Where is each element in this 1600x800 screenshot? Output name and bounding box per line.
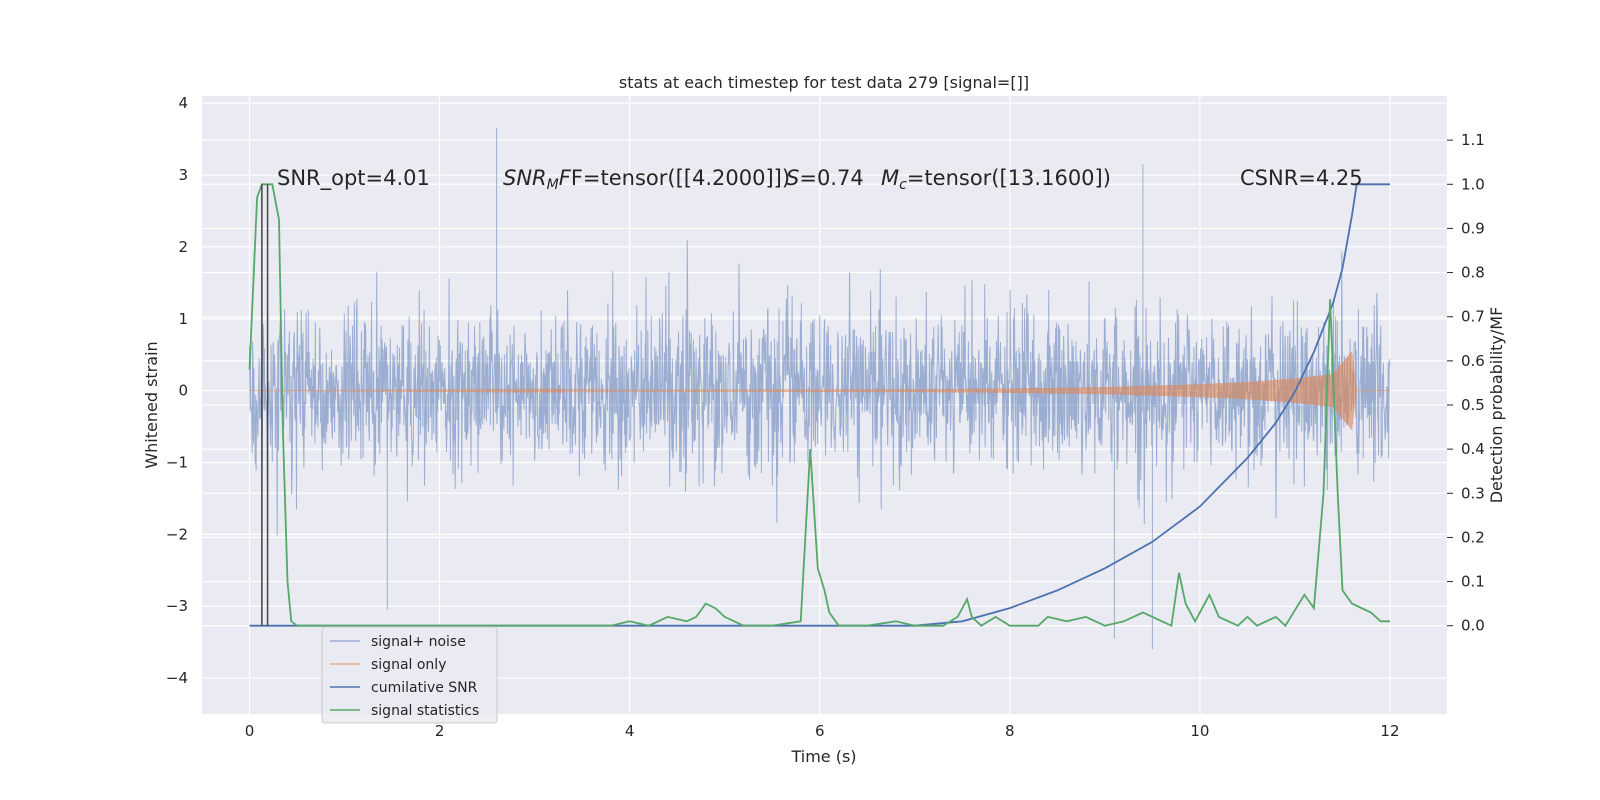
y-right-tick-label-3: 0.3 <box>1461 484 1485 502</box>
y-right-tick-label-10: 1.0 <box>1461 175 1485 193</box>
series-signal-only <box>249 351 1390 431</box>
cumulative-snr-line <box>249 183 1390 627</box>
y-right-tick-label-4: 0.4 <box>1461 440 1485 458</box>
y-right-tick-label-5: 0.5 <box>1461 396 1485 414</box>
y-tick-label-0: −4 <box>166 669 188 687</box>
y-tick-label-5: 1 <box>178 310 188 328</box>
grid-lines <box>202 96 1447 714</box>
mc-subscript: c <box>899 177 907 193</box>
annotation-csnr: CSNR=4.25 <box>1240 166 1363 190</box>
s-value: =0.74 <box>799 166 863 190</box>
y-tick-label-7: 3 <box>178 166 188 184</box>
chart-title: stats at each timestep for test data 279… <box>619 73 1029 92</box>
x-tick-label-4: 8 <box>1005 722 1015 740</box>
annotation-snr-mf: SNRMFF=tensor([[4.2000]]) <box>503 166 790 193</box>
x-axis-label: Time (s) <box>790 747 856 766</box>
legend: signal+ noise signal only cumilative SNR… <box>321 626 498 724</box>
legend-label-signal-noise: signal+ noise <box>371 634 466 650</box>
y-right-tick-label-8: 0.8 <box>1461 264 1485 282</box>
signal-noise-line <box>249 128 1391 650</box>
y-tick-label-3: −1 <box>166 453 188 471</box>
tick-labels: 0 2 4 6 8 10 12−4−3−2−1012340.00.10.20.30.40.5… <box>166 94 1485 740</box>
x-tick-label-5: 10 <box>1190 722 1209 740</box>
legend-label-signal-only: signal only <box>371 657 446 673</box>
snr-mf-f: F <box>559 166 572 190</box>
y-right-tick-label-9: 0.9 <box>1461 219 1485 237</box>
signal-statistics-line <box>248 183 1390 628</box>
y-tick-label-4: 0 <box>178 382 188 400</box>
series-signal-noise <box>249 128 1391 650</box>
signal-only-line <box>249 351 1390 431</box>
annotation-s: S=0.74 <box>786 166 864 190</box>
x-tick-label-3: 6 <box>815 722 825 740</box>
mc-label: M <box>881 166 899 190</box>
snr-mf-value: F=tensor([[4.2000]]) <box>571 166 790 190</box>
legend-label-signal-statistics: signal statistics <box>371 703 479 719</box>
y-axis-label: Whitened strain <box>142 341 161 468</box>
y-right-tick-label-7: 0.7 <box>1461 308 1485 326</box>
y-tick-label-6: 2 <box>178 238 188 256</box>
snr-mf-prefix: SNR <box>503 166 547 190</box>
legend-box <box>321 626 498 724</box>
annotation-mc: Mc=tensor([13.1600]) <box>881 166 1111 193</box>
y-right-tick-label-11: 1.1 <box>1461 131 1485 149</box>
annotation-snr-opt: SNR_opt=4.01 <box>277 166 430 191</box>
y-tick-label-8: 4 <box>178 94 188 112</box>
x-tick-label-2: 4 <box>625 722 635 740</box>
x-tick-label-1: 2 <box>435 722 445 740</box>
x-tick-label-0: 0 <box>245 722 255 740</box>
y-right-tick-label-1: 0.1 <box>1461 573 1485 591</box>
y-tick-label-2: −2 <box>166 525 188 543</box>
x-tick-label-6: 12 <box>1380 722 1399 740</box>
right-axis-series <box>248 183 1390 628</box>
mc-value: =tensor([13.1600]) <box>907 166 1111 190</box>
vertical-markers <box>261 184 269 626</box>
y-right-tick-label-6: 0.6 <box>1461 352 1485 370</box>
y-right-tick-label-0: 0.0 <box>1461 617 1485 635</box>
s-label: S <box>786 166 799 190</box>
y-tick-label-1: −3 <box>166 597 188 615</box>
legend-label-cumulative-snr: cumilative SNR <box>371 680 478 696</box>
y-axis-label-right: Detection probability/MF <box>1487 307 1506 504</box>
snr-mf-subscript: M <box>547 177 559 193</box>
y-right-tick-label-2: 0.2 <box>1461 528 1485 546</box>
